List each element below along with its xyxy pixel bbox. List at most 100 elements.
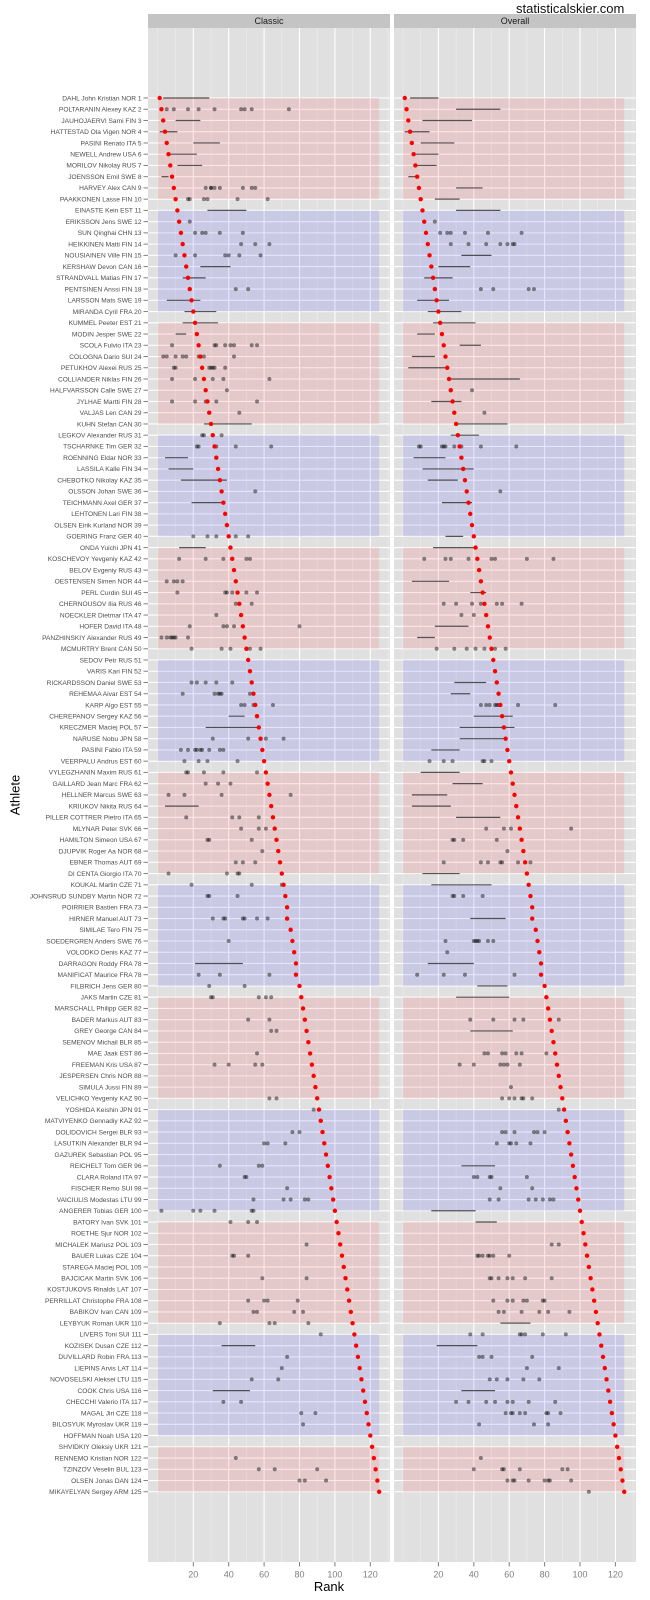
athlete-label: ERIKSSON Jens SWE 12 [66,219,142,226]
result-point [217,691,222,696]
rank-point [263,770,269,775]
rank-point [309,1062,315,1067]
result-point [530,1096,535,1101]
result-point [439,444,444,449]
rank-point [338,1242,343,1247]
athlete-label: MICHALEK Mariusz POL 103 [55,1242,142,1249]
result-point [489,1175,494,1180]
result-point [524,1366,529,1371]
result-point [478,1456,483,1461]
result-point [546,1309,551,1314]
result-point [484,702,489,707]
result-point [478,444,483,449]
result-point [170,399,175,404]
rank-point [545,1006,551,1011]
result-point [207,983,212,988]
rank-point [487,635,492,640]
rank-point [297,983,302,989]
athlete-label: HALFVARSSON Calle SWE 27 [50,388,142,395]
athlete-label: KOZISEK Dusan CZE 112 [65,1343,142,1350]
rank-point [517,826,523,831]
rank-point [277,860,283,865]
result-point [546,1478,551,1483]
athlete-label: YOSHIDA Keishin JPN 91 [65,1107,142,1114]
result-point [285,1354,290,1359]
result-point [551,1197,556,1202]
result-point [443,556,448,561]
result-point [173,635,178,640]
result-point [519,1309,524,1314]
result-point [170,377,175,381]
rank-point [345,1287,350,1292]
result-point [232,1253,237,1258]
rank-point [201,376,207,382]
x-tick-label: 60 [259,1570,269,1580]
result-point [526,287,531,292]
result-point [537,1309,542,1314]
rank-point [606,1388,611,1393]
band-red [403,547,625,649]
rank-point [187,286,192,292]
result-point [185,747,190,752]
athlete-label: LASUTKIN Alexander BLR 94 [54,1141,142,1148]
result-point [445,950,450,955]
athlete-label: BAJCICAK Martin SVK 106 [61,1276,142,1283]
athlete-label: HOFER David ITA 48 [79,624,142,631]
result-point [487,1197,492,1202]
result-point [230,590,235,595]
rank-point [302,1017,308,1022]
athlete-label: OLSEN Jonas DAN 124 [71,1478,142,1485]
result-point [485,230,490,235]
result-point [246,1017,251,1022]
athlete-label: JAUHOJAERVI Sami FIN 3 [61,118,141,125]
athlete-label: KARP Algo EST 55 [85,702,142,709]
athlete-label: LIEPINS Arvis LAT 114 [74,1365,141,1372]
result-point [214,680,219,685]
result-point [200,747,205,752]
x-axis: 20 40 60 80 100 120 20 40 60 80 100 120 [188,1562,623,1580]
result-point [239,826,244,831]
result-point [249,882,254,887]
rank-point [558,1084,563,1090]
rank-point [357,1365,362,1371]
rank-point [346,1298,352,1303]
result-point [232,354,237,359]
rank-point [508,770,514,775]
result-point [445,230,450,235]
result-point [240,185,245,190]
rank-point [411,152,416,157]
result-point [493,646,498,651]
result-point [168,635,173,640]
result-point [505,849,510,854]
result-point [189,646,194,651]
result-point [242,983,247,988]
result-point [210,916,215,921]
rank-point [524,871,530,876]
rank-point [443,354,448,359]
x-tick-label: 20 [188,1570,198,1580]
result-point [324,1478,329,1483]
result-point [484,826,489,831]
result-point [207,365,212,370]
rank-point [199,365,205,370]
rank-point [175,208,180,213]
athlete-label: SHVIDKIY Oleksiy UKR 121 [59,1444,142,1451]
result-point [519,601,524,606]
rank-point [256,725,261,730]
rank-point [554,1062,560,1067]
strip-overall [394,14,636,28]
result-point [503,646,508,651]
result-point [212,1062,217,1067]
athlete-label: EBNER Thomas AUT 69 [70,860,142,867]
result-point [226,253,231,258]
result-point [475,1253,480,1258]
athlete-label: ANGERER Tobias GER 100 [59,1208,142,1215]
result-point [521,1377,526,1382]
result-point [510,1478,515,1483]
rank-point [560,1096,565,1101]
athlete-label: MIKAYELYAN Sergey ARM 125 [49,1489,142,1496]
result-point [494,837,499,842]
result-point [272,1321,277,1326]
result-point [246,1253,251,1258]
result-point [203,185,208,190]
